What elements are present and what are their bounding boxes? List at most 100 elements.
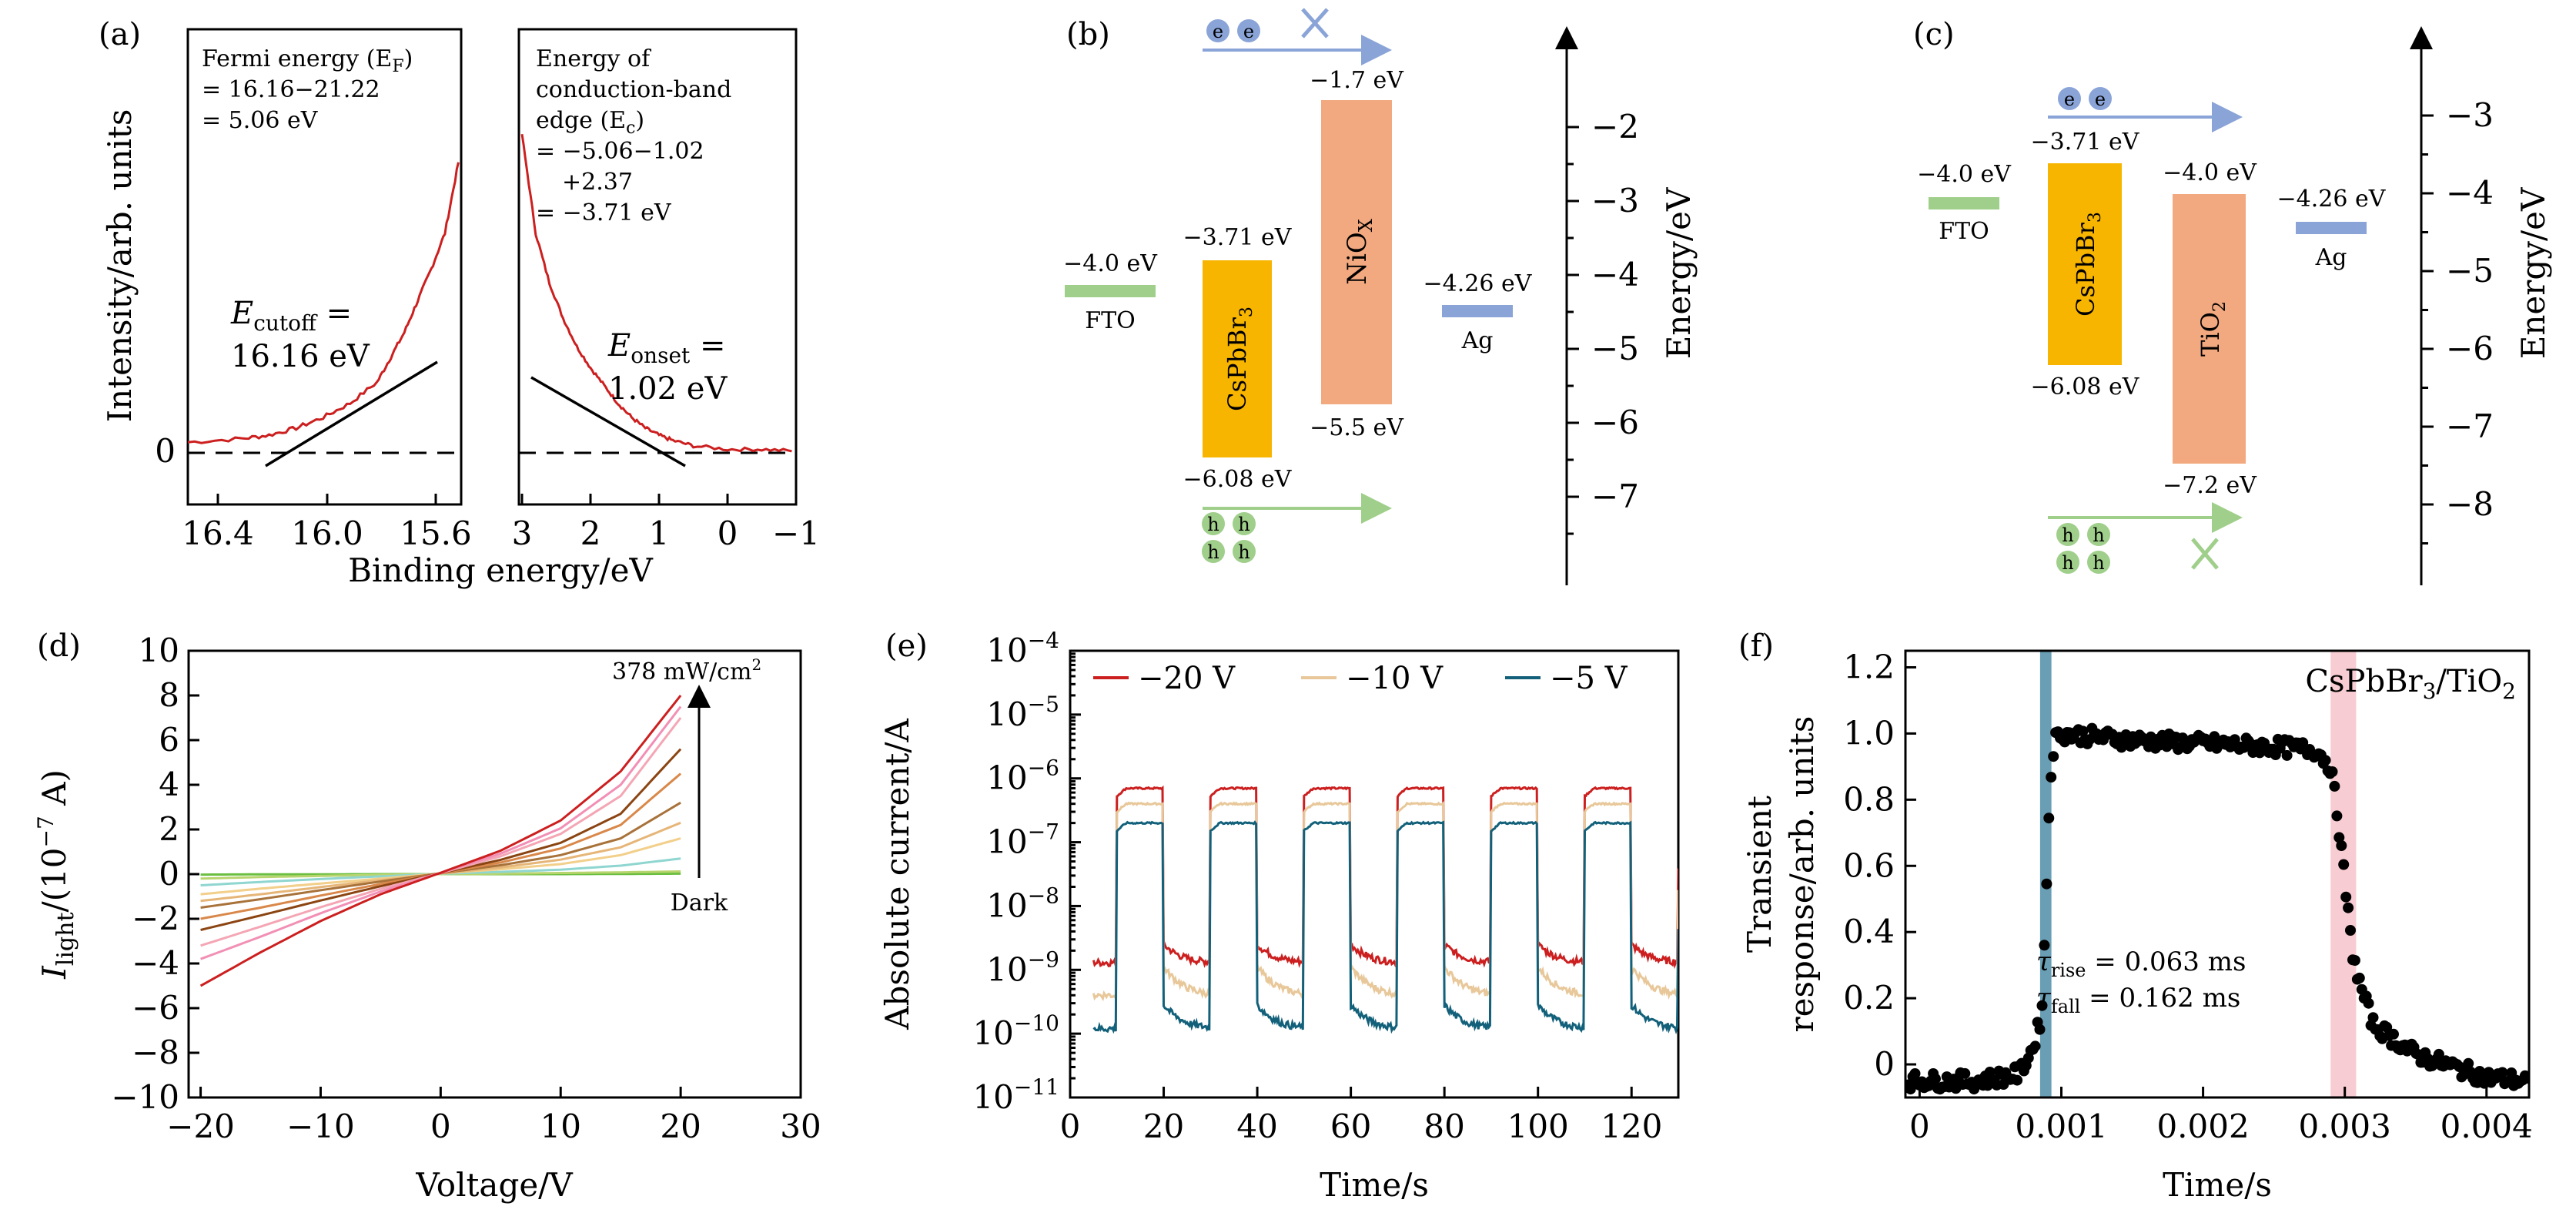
c-fto-level bbox=[1929, 197, 1999, 209]
c-axis-ticks: −3 −4 −5 −6 −7 −8 bbox=[2421, 96, 2494, 545]
energy-tick-label: −7 bbox=[1591, 477, 1639, 515]
a-right-tangent bbox=[530, 376, 686, 467]
e-ytick-label: 10−11 bbox=[972, 1074, 1059, 1116]
f-data-point bbox=[1909, 1068, 1921, 1079]
f-ytick-label: 0.6 bbox=[1843, 846, 1895, 884]
d-iv-curve bbox=[199, 695, 682, 987]
f-points bbox=[1905, 722, 2529, 1095]
d-xtick-label: 30 bbox=[780, 1107, 821, 1145]
d-top-note: 378 mW/cm2 bbox=[612, 655, 761, 685]
e-current-trace bbox=[1092, 820, 1678, 1035]
f-ytick-label: 1.0 bbox=[1843, 714, 1895, 752]
panel-d-label: (d) bbox=[37, 628, 81, 664]
e-ytick-label: 10−4 bbox=[986, 628, 1059, 669]
onset-annotation: Eonset = 1.02 eV bbox=[607, 328, 728, 407]
e-ytick-label: 10−7 bbox=[986, 819, 1059, 861]
f-data-point bbox=[2327, 766, 2338, 777]
b-ag-level bbox=[1442, 305, 1513, 317]
b-cspbbr3-block bbox=[1203, 260, 1272, 457]
c-ag-label: Ag bbox=[2315, 244, 2347, 271]
d-ytick-label: 2 bbox=[159, 810, 179, 848]
a-right-tick: −1 bbox=[772, 514, 820, 552]
svg-text:conduction-band: conduction-band bbox=[536, 76, 731, 103]
f-data-point bbox=[2340, 891, 2352, 903]
c-tio2-bottom: −7.2 eV bbox=[2163, 472, 2257, 499]
f-data-point bbox=[2367, 1012, 2379, 1024]
e-current-trace bbox=[1092, 800, 1678, 1002]
e-legend-entry: −5 V bbox=[1550, 661, 1628, 696]
f-fall-annotation: τfall = 0.162 ms bbox=[2036, 983, 2240, 1017]
f-data-point bbox=[1959, 1067, 1971, 1079]
panel-e-frame bbox=[1069, 649, 1680, 1099]
energy-tick-label: −6 bbox=[2446, 330, 2494, 367]
b-electrons: e e bbox=[1206, 19, 1260, 42]
f-data-point bbox=[2039, 940, 2050, 951]
e-xtick-label: 60 bbox=[1330, 1107, 1371, 1145]
f-xtick-label: 0 bbox=[1909, 1107, 1930, 1145]
b-blocked-cross-icon bbox=[1301, 8, 1329, 39]
f-xtick-label: 0.001 bbox=[2015, 1107, 2107, 1145]
f-data-point bbox=[2463, 1057, 2474, 1069]
svg-text:h: h bbox=[2062, 552, 2073, 574]
svg-text:e: e bbox=[2095, 89, 2106, 110]
panel-a-ytick-zero: 0 bbox=[155, 432, 176, 470]
a-left-tangent bbox=[265, 360, 438, 467]
c-cspbbr3-bottom: −6.08 eV bbox=[2031, 374, 2140, 400]
f-data-point bbox=[2331, 810, 2343, 822]
d-ytick-label: −8 bbox=[132, 1034, 179, 1071]
edge-annotation: Energy of conduction-band edge (Ec) = −5… bbox=[536, 45, 731, 226]
c-axis-label: Energy/eV bbox=[2514, 187, 2552, 359]
e-ytick-label: 10−10 bbox=[972, 1010, 1059, 1052]
a-left-tick: 16.4 bbox=[182, 514, 254, 552]
svg-text:h: h bbox=[1238, 514, 1250, 535]
c-tio2-block bbox=[2173, 194, 2246, 464]
f-data-point bbox=[2345, 925, 2356, 936]
svg-text:1.02 eV: 1.02 eV bbox=[608, 371, 728, 407]
b-cspbbr3-label: CsPbBr3 bbox=[1223, 307, 1256, 411]
f-data-point bbox=[1930, 1073, 1941, 1084]
panel-a-left-ticks: 16.4 16.0 15.6 bbox=[182, 494, 472, 552]
e-xtick-label: 120 bbox=[1601, 1107, 1662, 1145]
d-dark-note: Dark bbox=[671, 890, 728, 916]
svg-text:16.16 eV: 16.16 eV bbox=[231, 339, 370, 374]
e-legend: −20 V −10 V −5 V bbox=[1093, 661, 1628, 696]
panel-a-right-frame bbox=[517, 28, 798, 506]
d-xtick-label: 20 bbox=[660, 1107, 701, 1145]
e-ticks: 10−4 10−5 10−6 10−7 10−8 10−9 10−10 10−110 20 40 6… bbox=[972, 628, 1662, 1145]
b-fto-label: FTO bbox=[1085, 307, 1135, 334]
energy-tick-label: −7 bbox=[2446, 407, 2494, 445]
b-niox-block bbox=[1321, 100, 1392, 404]
e-xtick-label: 80 bbox=[1423, 1107, 1464, 1145]
f-data-point bbox=[1984, 1067, 1996, 1077]
e-curves bbox=[1092, 785, 1678, 1035]
svg-text:e: e bbox=[2064, 89, 2075, 110]
energy-tick-label: −5 bbox=[1591, 330, 1639, 367]
d-ytick-label: 4 bbox=[159, 766, 179, 803]
b-ag-label: Ag bbox=[1461, 327, 1494, 354]
b-fto-level bbox=[1065, 285, 1156, 297]
f-data-point bbox=[2381, 1021, 2393, 1033]
e-legend-entry: −20 V bbox=[1138, 661, 1236, 696]
energy-tick-label: −5 bbox=[2446, 252, 2494, 290]
f-data-point bbox=[2497, 1067, 2508, 1078]
svg-text:e: e bbox=[1243, 21, 1254, 42]
b-axis-ticks: −2 −3 −4 −5 −6 −7 bbox=[1567, 108, 1639, 535]
svg-text:Ecutoff =: Ecutoff = bbox=[230, 296, 352, 336]
energy-tick-label: −6 bbox=[1591, 404, 1639, 441]
c-blocked-cross-icon bbox=[2191, 538, 2219, 570]
svg-text:h: h bbox=[2093, 552, 2104, 574]
cutoff-annotation: Ecutoff = 16.16 eV bbox=[230, 296, 370, 374]
f-ytick-label: 0.4 bbox=[1843, 913, 1895, 950]
panel-b: (b) −2 −3 −4 −5 −6 −7 Energy/eV −4.0 eV FTO C… bbox=[1063, 8, 1698, 585]
f-data-point bbox=[2048, 751, 2059, 762]
a-left-curve bbox=[187, 162, 460, 444]
d-iv-curve bbox=[200, 748, 682, 931]
electron bbox=[1206, 19, 1229, 42]
panel-f-ylabel-1: Transient bbox=[1741, 796, 1778, 953]
energy-tick-label: −4 bbox=[2446, 174, 2494, 212]
svg-text:h: h bbox=[1238, 541, 1250, 563]
d-iv-curve bbox=[200, 705, 682, 960]
panel-a-xlabel: Binding energy/eV bbox=[348, 551, 653, 589]
f-data-point bbox=[2388, 1028, 2399, 1040]
